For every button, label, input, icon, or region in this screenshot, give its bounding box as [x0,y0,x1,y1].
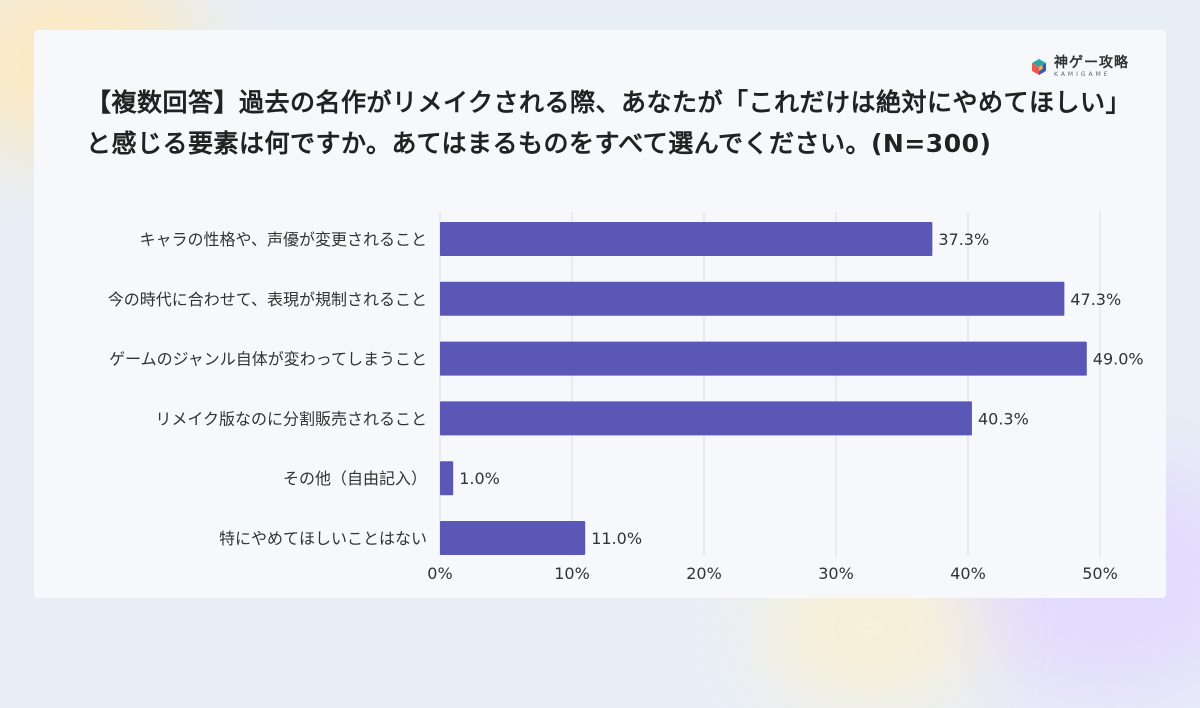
category-label: ゲームのジャンル自体が変わってしまうこと [109,350,427,369]
bar [440,341,1087,376]
category-label: リメイク版なのに分割販売されること [155,409,427,428]
x-tick-label: 20% [686,564,722,583]
x-tick-label: 40% [950,564,986,583]
category-label: 今の時代に合わせて、表現が規制されること [108,290,427,309]
value-label: 1.0% [459,469,500,488]
value-label: 37.3% [938,230,989,249]
bar-chart: 0% 10% 20% 30% 40% 50% キャラの性格や、声優が変更されること 37.3%… [108,212,1144,583]
brand-logo: 神ゲー攻略 KAMIGAME [1030,56,1129,78]
value-label: 40.3% [978,409,1029,428]
bar [440,222,933,256]
logo-subtitle: KAMIGAME [1054,71,1111,78]
cube-icon [1030,58,1048,76]
value-label: 47.3% [1070,290,1121,309]
logo-name: 神ゲー攻略 [1054,55,1129,71]
category-label: その他（自由記入） [283,469,427,488]
x-tick-label: 0% [427,564,452,583]
x-tick-label: 50% [1082,564,1118,583]
category-label: キャラの性格や、声優が変更されること [139,230,427,249]
bar [440,461,454,496]
value-label: 11.0% [591,529,642,548]
x-tick-label: 10% [554,564,590,583]
x-tick-label: 30% [818,564,854,583]
bar [440,401,972,436]
bar [440,521,586,555]
value-label: 49.0% [1093,350,1144,369]
category-label: 特にやめてほしいことはない [219,529,427,548]
bar [440,281,1065,316]
chart-title: 【複数回答】過去の名作がリメイクされる際、あなたが「これだけは絶対にやめてほしい… [86,88,1132,158]
